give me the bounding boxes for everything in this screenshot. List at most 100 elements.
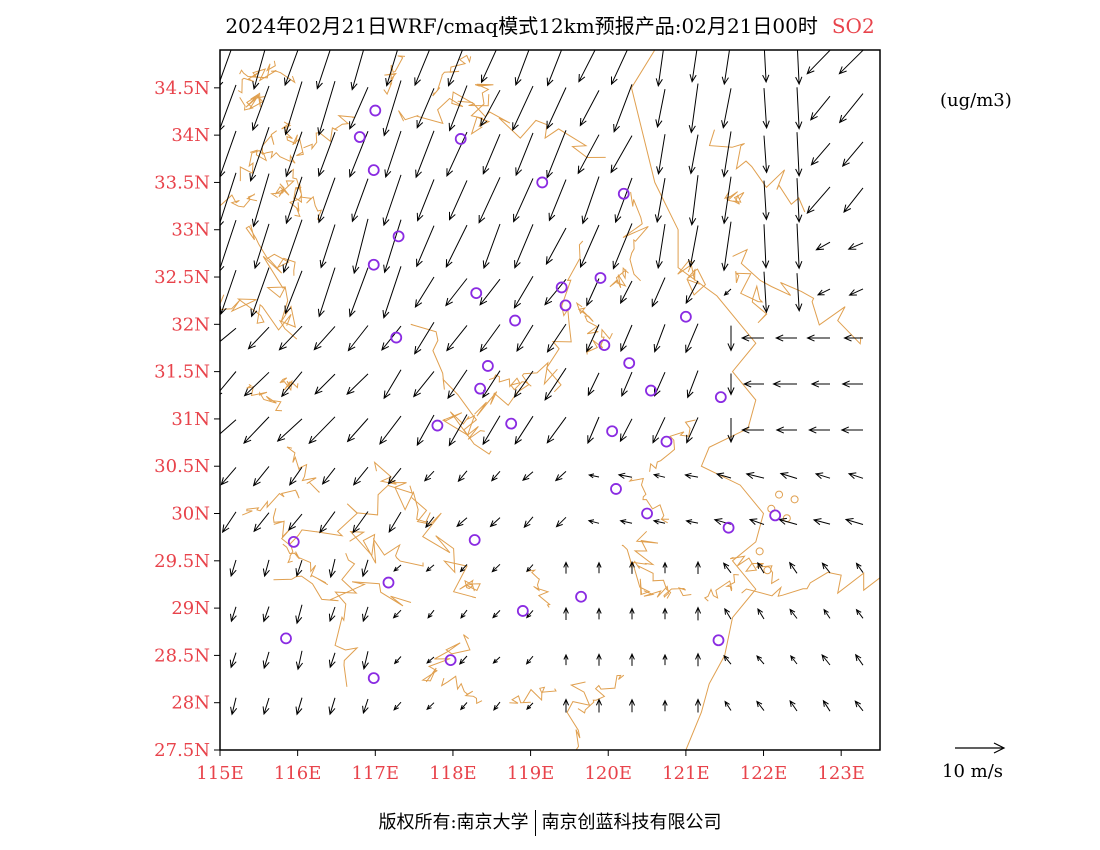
wind-arrow bbox=[762, 180, 770, 221]
wind-arrow bbox=[586, 324, 600, 353]
lat-tick-label: 27.5N bbox=[154, 740, 210, 761]
boundary-line bbox=[723, 191, 745, 205]
wind-arrow bbox=[448, 414, 468, 447]
wind-arrow bbox=[610, 135, 633, 174]
wind-arrow bbox=[295, 650, 304, 671]
boundary-line bbox=[273, 575, 412, 607]
boundary-line bbox=[577, 674, 625, 714]
boundary-line bbox=[398, 91, 490, 125]
wind-arrow bbox=[662, 561, 668, 574]
boundary-line bbox=[703, 573, 739, 602]
wind-arrow bbox=[319, 511, 336, 534]
wind-arrow bbox=[596, 607, 602, 620]
wind-arrow bbox=[848, 288, 864, 296]
wind-arrow bbox=[757, 561, 765, 574]
wind-arrow bbox=[821, 562, 831, 574]
wind-arrow bbox=[688, 225, 699, 268]
title-main: 2024年02月21日WRF/cmaq模式12km预报产品:02月21日00时 bbox=[225, 14, 818, 38]
boundary-line bbox=[622, 191, 649, 282]
wind-arrow bbox=[587, 519, 600, 525]
wind-arrow bbox=[581, 176, 600, 225]
wind-arrow bbox=[388, 511, 402, 533]
boundary-line bbox=[421, 634, 471, 683]
wind-arrow bbox=[458, 655, 468, 665]
wind-arrow bbox=[362, 698, 369, 715]
wind-arrow bbox=[748, 518, 765, 525]
wind-arrow bbox=[721, 50, 730, 86]
wind-arrow bbox=[546, 323, 567, 353]
wind-arrow bbox=[546, 50, 563, 87]
wind-arrow bbox=[694, 606, 702, 621]
wind-arrow bbox=[563, 653, 569, 666]
wind-arrow bbox=[586, 278, 600, 307]
province-boundaries bbox=[220, 50, 880, 750]
wind-arrow bbox=[253, 512, 270, 533]
wind-arrow bbox=[321, 467, 336, 485]
wind-arrow bbox=[727, 373, 735, 396]
station-marker bbox=[575, 590, 587, 603]
wind-arrow bbox=[220, 172, 237, 227]
boundary-line bbox=[741, 571, 880, 597]
wind-arrow bbox=[457, 470, 468, 483]
wind-arrow bbox=[288, 513, 303, 531]
station-marker bbox=[367, 672, 380, 685]
wind-arrow bbox=[361, 559, 369, 578]
wind-arrow bbox=[328, 652, 336, 669]
boundary-line bbox=[526, 569, 551, 608]
wind-arrow bbox=[779, 472, 798, 479]
wind-arrow bbox=[382, 266, 402, 319]
wind-arrow bbox=[814, 472, 831, 479]
station-marker bbox=[516, 605, 529, 617]
wind-arrow bbox=[383, 219, 402, 274]
wind-arrow bbox=[795, 178, 803, 224]
wind-arrow bbox=[446, 131, 468, 178]
station-marker bbox=[390, 331, 403, 344]
wind-arrow bbox=[460, 609, 468, 619]
wind-arrow bbox=[722, 562, 732, 574]
wind-arrow bbox=[662, 699, 668, 712]
island bbox=[755, 547, 764, 556]
wind-arrow bbox=[789, 700, 798, 712]
boundary-line bbox=[734, 270, 768, 324]
wind-arrow bbox=[229, 559, 237, 578]
wind-arrow bbox=[491, 563, 501, 573]
wind-arrow bbox=[448, 85, 468, 132]
wind-arrow bbox=[352, 466, 369, 486]
boundary-line bbox=[609, 266, 629, 289]
wind-arrow bbox=[295, 604, 303, 625]
wind-arrow bbox=[414, 322, 435, 355]
wind-arrow bbox=[516, 324, 534, 353]
wind-arrow bbox=[393, 656, 402, 665]
wind-arrow bbox=[220, 84, 237, 131]
wind-arrow bbox=[577, 134, 600, 175]
wind-arrow bbox=[685, 323, 699, 354]
wind-arrow bbox=[316, 50, 331, 90]
wind-arrow bbox=[482, 134, 501, 175]
wind-arrow bbox=[284, 270, 303, 315]
wind-arrow bbox=[526, 564, 534, 573]
wind-arrow bbox=[285, 131, 303, 178]
wind-arrow bbox=[789, 608, 798, 619]
station-marker bbox=[444, 654, 457, 667]
lat-tick-label: 31N bbox=[171, 409, 210, 430]
wind-arrow bbox=[611, 50, 628, 86]
wind-arrow bbox=[513, 370, 534, 398]
wind-arrow bbox=[230, 606, 237, 623]
boundary-line bbox=[411, 497, 477, 599]
wind-arrow bbox=[348, 267, 369, 318]
wind-arrow bbox=[855, 608, 864, 619]
wind-arrow bbox=[262, 559, 270, 578]
wind-arrow bbox=[490, 470, 501, 482]
lon-tick-label: 117E bbox=[352, 763, 400, 784]
wind-arrow bbox=[685, 519, 699, 525]
wind-arrow bbox=[546, 87, 567, 130]
boundary-line bbox=[246, 383, 283, 412]
station-marker bbox=[287, 535, 300, 548]
wind-arrow bbox=[425, 516, 435, 529]
wind-arrow bbox=[721, 131, 732, 178]
station-marker bbox=[468, 534, 481, 546]
wind-arrow bbox=[317, 80, 336, 137]
wind-arrow bbox=[361, 651, 369, 670]
wind-arrow bbox=[445, 278, 468, 307]
wind-arrow bbox=[492, 656, 501, 664]
